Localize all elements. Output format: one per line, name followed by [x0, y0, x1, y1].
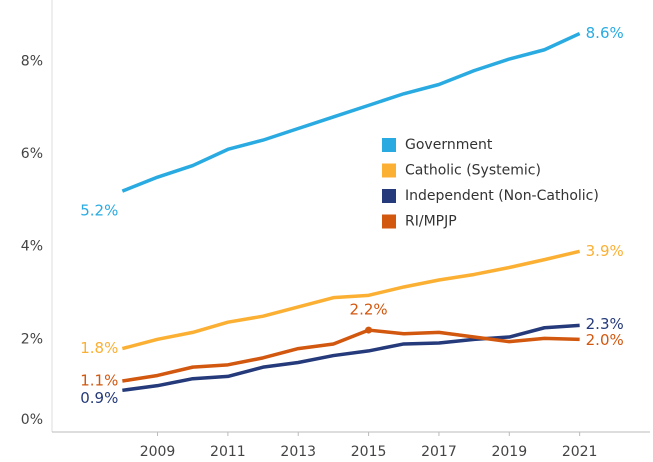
y-tick-label: 8%: [21, 53, 43, 69]
y-tick-label: 0%: [21, 412, 43, 428]
value-label: 5.2%: [80, 202, 118, 220]
x-tick-label: 2015: [351, 444, 387, 460]
value-label: 2.0%: [586, 331, 624, 349]
x-tick-label: 2009: [140, 444, 176, 460]
x-tick-label: 2021: [562, 444, 598, 460]
x-tick-label: 2017: [421, 444, 457, 460]
legend-label: RI/MPJP: [405, 214, 457, 230]
legend-label: Catholic (Systemic): [405, 163, 541, 179]
value-label: 2.2%: [350, 301, 388, 319]
value-label: 1.1%: [80, 372, 118, 390]
legend-label: Government: [405, 137, 493, 153]
y-tick-label: 4%: [21, 239, 43, 255]
point: [365, 326, 373, 334]
legend-swatch: [382, 189, 396, 203]
value-label: 3.9%: [586, 242, 624, 260]
legend-swatch: [382, 214, 396, 229]
value-label: 2.3%: [586, 315, 624, 333]
legend-swatch: [382, 163, 396, 178]
x-tick-label: 2019: [491, 444, 527, 460]
legend-swatch: [382, 138, 396, 152]
line: [121, 249, 581, 351]
y-tick-label: 2%: [21, 331, 43, 347]
line: [121, 31, 581, 193]
value-label: 8.6%: [586, 24, 624, 42]
line: [122, 328, 580, 383]
value-label: 1.8%: [80, 339, 118, 357]
value-label: 0.9%: [80, 389, 118, 407]
legend-label: Independent (Non-Catholic): [405, 188, 599, 204]
y-tick-label: 6%: [21, 146, 43, 162]
line: [122, 323, 580, 393]
x-tick-label: 2013: [280, 444, 316, 460]
x-tick-label: 2011: [210, 444, 246, 460]
